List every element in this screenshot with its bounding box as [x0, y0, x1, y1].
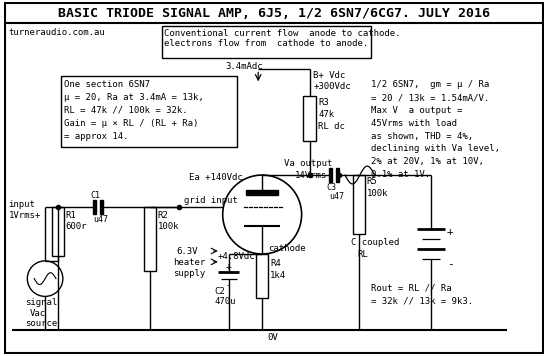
Text: 14Vrms-: 14Vrms-: [295, 171, 332, 180]
Text: -: -: [226, 282, 231, 290]
Bar: [336, 168, 339, 182]
Text: R2: R2: [158, 210, 168, 220]
Text: 100k: 100k: [367, 189, 388, 198]
Bar: [247, 190, 278, 195]
Text: Ea +140Vdc: Ea +140Vdc: [189, 173, 243, 182]
Text: 100k: 100k: [158, 222, 179, 231]
Text: RL: RL: [357, 250, 368, 259]
Text: signal: signal: [25, 298, 58, 307]
Text: 2% at 20V, 1% at 10V,: 2% at 20V, 1% at 10V,: [370, 157, 483, 166]
Text: heater: heater: [173, 258, 206, 267]
Text: +300Vdc: +300Vdc: [313, 82, 351, 91]
Text: RL = 47k // 100k = 32k.: RL = 47k // 100k = 32k.: [64, 106, 187, 115]
Text: RL dc: RL dc: [318, 122, 345, 131]
Text: μ = 20, Ra at 3.4mA = 13k,: μ = 20, Ra at 3.4mA = 13k,: [64, 93, 204, 102]
Text: R1: R1: [66, 210, 77, 220]
Text: 1Vrms+: 1Vrms+: [9, 210, 41, 220]
Text: declining with Va level,: declining with Va level,: [370, 145, 500, 153]
Text: C coupled: C coupled: [351, 238, 399, 247]
Text: Rout = RL // Ra: Rout = RL // Ra: [370, 284, 452, 293]
Text: Gain = μ × RL / (RL + Ra): Gain = μ × RL / (RL + Ra): [64, 119, 198, 128]
Bar: [61, 77, 237, 147]
Text: C1: C1: [90, 191, 100, 200]
Text: = approx 14.: = approx 14.: [64, 132, 128, 141]
Text: R5: R5: [367, 177, 378, 186]
Text: R4: R4: [270, 259, 281, 268]
Text: as shown, THD = 4%,: as shown, THD = 4%,: [370, 132, 473, 141]
Bar: [52, 206, 64, 256]
Bar: [94, 200, 96, 214]
Text: 47k: 47k: [318, 110, 334, 119]
Text: source: source: [25, 319, 58, 328]
Bar: [302, 96, 316, 141]
Text: 0V: 0V: [267, 333, 278, 342]
Text: turneraudio.com.au: turneraudio.com.au: [9, 28, 105, 37]
Text: +4.8Vdc: +4.8Vdc: [218, 252, 255, 261]
Text: u47: u47: [94, 215, 109, 225]
Text: 0.1% at 1V.: 0.1% at 1V.: [370, 170, 430, 179]
Text: 1k4: 1k4: [270, 271, 286, 280]
Text: Max V  a output =: Max V a output =: [370, 106, 462, 115]
Text: input: input: [9, 200, 36, 209]
Text: u47: u47: [329, 192, 344, 201]
Bar: [162, 26, 370, 58]
Bar: [329, 168, 332, 182]
Bar: [144, 206, 156, 271]
Text: supply: supply: [173, 269, 206, 278]
Text: Va output: Va output: [284, 159, 332, 168]
Text: = 20 / 13k = 1.54mA/V.: = 20 / 13k = 1.54mA/V.: [370, 93, 489, 102]
Text: BASIC TRIODE SIGNAL AMP, 6J5, 1/2 6SN7/6CG7. JULY 2016: BASIC TRIODE SIGNAL AMP, 6J5, 1/2 6SN7/6…: [58, 7, 490, 20]
Text: +: +: [226, 262, 231, 272]
Text: Vac: Vac: [29, 309, 45, 318]
Bar: [4, 3, 544, 23]
Text: R3: R3: [318, 98, 329, 107]
Bar: [256, 254, 268, 298]
Text: grid input: grid input: [184, 196, 238, 205]
Text: 45Vrms with load: 45Vrms with load: [370, 119, 456, 128]
Text: -: -: [447, 259, 453, 269]
Text: 6.3V: 6.3V: [176, 247, 198, 256]
Text: B+ Vdc: B+ Vdc: [313, 72, 346, 80]
Text: 1/2 6SN7,  gm = μ / Ra: 1/2 6SN7, gm = μ / Ra: [370, 80, 489, 89]
Text: 600r: 600r: [66, 222, 87, 231]
Text: C2: C2: [215, 287, 226, 295]
Text: 470u: 470u: [215, 297, 236, 307]
Text: 3.4mAdc: 3.4mAdc: [226, 62, 263, 70]
Text: +: +: [447, 227, 453, 237]
Bar: [100, 200, 104, 214]
Text: C3: C3: [326, 183, 336, 192]
Text: = 32k // 13k = 9k3.: = 32k // 13k = 9k3.: [370, 297, 473, 305]
Text: Conventional current flow  anode to cathode.
electrons flow from  cathode to ano: Conventional current flow anode to catho…: [164, 29, 401, 48]
Text: cathode: cathode: [268, 244, 306, 253]
Text: One section 6SN7: One section 6SN7: [64, 80, 150, 89]
Bar: [353, 175, 365, 234]
